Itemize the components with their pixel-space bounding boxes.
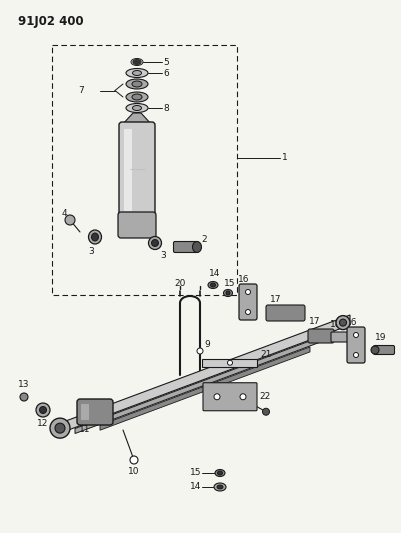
Text: 91J02 400: 91J02 400 [18, 15, 83, 28]
Ellipse shape [227, 360, 232, 365]
Ellipse shape [151, 239, 158, 246]
Text: 9: 9 [203, 341, 209, 350]
Text: 13: 13 [18, 381, 30, 390]
Ellipse shape [210, 283, 215, 287]
Ellipse shape [207, 281, 217, 288]
Text: 21: 21 [260, 350, 271, 359]
Text: 4: 4 [62, 209, 67, 219]
Ellipse shape [20, 393, 28, 401]
Text: 14: 14 [209, 269, 220, 278]
Ellipse shape [126, 69, 148, 77]
FancyBboxPatch shape [173, 241, 198, 253]
Ellipse shape [352, 352, 358, 358]
Ellipse shape [370, 346, 378, 354]
Ellipse shape [126, 79, 148, 89]
Ellipse shape [50, 418, 70, 438]
Ellipse shape [192, 241, 201, 253]
Ellipse shape [262, 408, 269, 415]
Text: 18: 18 [330, 320, 341, 329]
Ellipse shape [88, 230, 101, 244]
Text: 3: 3 [160, 251, 165, 260]
Ellipse shape [196, 348, 203, 354]
Text: 8: 8 [162, 103, 168, 112]
Ellipse shape [217, 485, 223, 489]
Ellipse shape [130, 456, 138, 464]
Text: 2: 2 [200, 235, 206, 244]
Polygon shape [122, 113, 152, 125]
Ellipse shape [132, 81, 142, 87]
Text: 22: 22 [258, 392, 269, 401]
Text: 15: 15 [224, 279, 235, 288]
Bar [52, 45, 237, 295]
Text: 5: 5 [162, 58, 168, 67]
Ellipse shape [225, 291, 229, 295]
Ellipse shape [213, 483, 225, 491]
Ellipse shape [223, 289, 232, 296]
Ellipse shape [91, 233, 98, 241]
Ellipse shape [55, 423, 65, 433]
Text: 6: 6 [162, 69, 168, 77]
Ellipse shape [148, 237, 161, 249]
Text: 15: 15 [189, 469, 200, 478]
Ellipse shape [39, 407, 47, 414]
Ellipse shape [132, 94, 142, 100]
Ellipse shape [245, 289, 250, 295]
Text: 12: 12 [37, 419, 49, 429]
Text: ─────: ───── [129, 167, 145, 173]
Ellipse shape [339, 319, 346, 326]
Ellipse shape [352, 333, 358, 337]
Ellipse shape [132, 70, 141, 76]
Text: 17: 17 [308, 318, 320, 327]
Ellipse shape [133, 60, 141, 64]
Ellipse shape [126, 103, 148, 112]
Text: 16: 16 [238, 276, 249, 285]
Text: 20: 20 [174, 279, 185, 287]
Text: 3: 3 [88, 247, 94, 256]
Ellipse shape [36, 403, 50, 417]
FancyBboxPatch shape [239, 284, 256, 320]
Text: 7: 7 [78, 86, 84, 95]
Text: 10: 10 [128, 467, 140, 477]
FancyBboxPatch shape [81, 404, 89, 420]
Polygon shape [100, 347, 309, 430]
Ellipse shape [217, 471, 222, 475]
Ellipse shape [239, 394, 245, 400]
FancyBboxPatch shape [202, 359, 257, 367]
Text: 1: 1 [281, 153, 287, 162]
FancyBboxPatch shape [77, 399, 113, 425]
FancyBboxPatch shape [346, 327, 364, 363]
Text: 17: 17 [269, 295, 281, 303]
FancyBboxPatch shape [118, 212, 156, 238]
Polygon shape [75, 334, 329, 433]
Ellipse shape [335, 316, 349, 329]
Polygon shape [55, 315, 349, 435]
FancyBboxPatch shape [203, 383, 256, 411]
FancyBboxPatch shape [124, 129, 132, 211]
FancyBboxPatch shape [265, 305, 304, 321]
Ellipse shape [126, 92, 148, 102]
Ellipse shape [132, 106, 141, 110]
Text: 19: 19 [374, 334, 386, 343]
Text: 14: 14 [189, 482, 200, 491]
Ellipse shape [215, 470, 225, 477]
Ellipse shape [65, 215, 75, 225]
Ellipse shape [245, 310, 250, 314]
Text: 11: 11 [79, 425, 91, 434]
Text: 16: 16 [345, 319, 357, 327]
FancyBboxPatch shape [307, 329, 333, 343]
Ellipse shape [213, 394, 219, 400]
FancyBboxPatch shape [119, 122, 155, 218]
FancyBboxPatch shape [330, 332, 348, 342]
FancyBboxPatch shape [373, 345, 393, 354]
